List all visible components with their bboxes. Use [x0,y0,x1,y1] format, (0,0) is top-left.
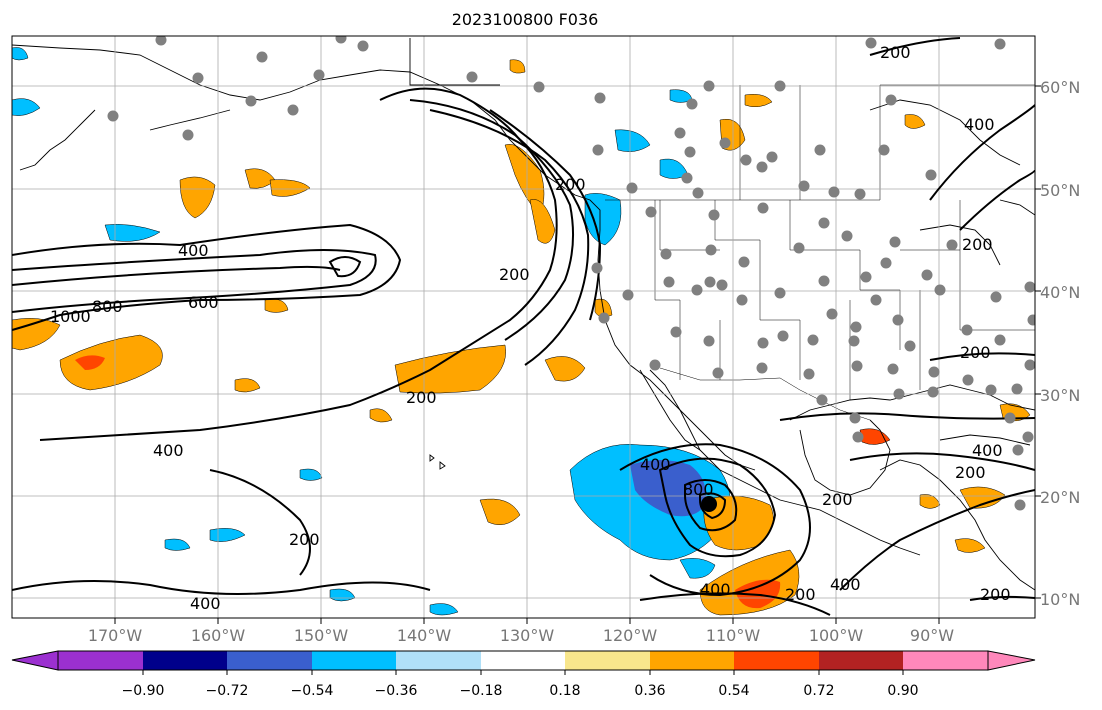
lon-label: 130°W [500,626,555,645]
colorbar-segment [396,651,481,670]
svg-text:200: 200 [960,343,991,362]
colorbar-label: −0.90 [122,683,165,699]
svg-text:200: 200 [955,463,986,482]
colorbar-segment [734,651,819,670]
svg-text:200: 200 [785,585,816,604]
lat-label: 60°N [1040,78,1080,97]
colorbar-segment [819,651,903,670]
svg-text:200: 200 [499,265,530,284]
map-border [11,35,1036,619]
contour-labels: 400 600 800 1000 200 400 200 400 200 200… [50,43,1011,613]
svg-text:800: 800 [683,480,714,499]
svg-text:400: 400 [153,441,184,460]
graticule [12,36,1035,618]
lat-label: 50°N [1040,181,1080,200]
colorbar-label: 0.36 [634,683,665,699]
svg-text:400: 400 [178,241,209,260]
colorbar-segment [227,651,312,670]
svg-text:400: 400 [830,575,861,594]
colorbar-label: 0.90 [887,683,918,699]
colorbar-min-extend [11,650,59,671]
map-title: 2023100800 F036 [451,10,599,29]
svg-text:200: 200 [289,530,320,549]
lon-label: 120°W [603,626,658,645]
svg-text:200: 200 [555,175,586,194]
colorbar-segment [903,651,988,670]
svg-text:400: 400 [190,594,221,613]
colorbar-label: 0.18 [549,683,580,699]
svg-text:600: 600 [188,293,219,312]
svg-text:800: 800 [92,297,123,316]
colorbar-label: −0.18 [460,683,503,699]
negative-region-strong [630,460,706,517]
colorbar-label: −0.36 [375,683,418,699]
colorbar-segment [312,651,396,670]
latitude-axis: 60°N 50°N 40°N 30°N 20°N 10°N [1035,78,1080,609]
longitude-axis: 170°W 160°W 150°W 140°W 130°W 120°W 110°… [88,618,954,645]
svg-text:400: 400 [964,115,995,134]
lon-label: 160°W [191,626,246,645]
lat-label: 10°N [1040,590,1080,609]
lon-label: 100°W [809,626,864,645]
colorbar-border [57,650,989,671]
colorbar-max-extend [987,650,1036,671]
svg-text:400: 400 [640,455,671,474]
storm-center [701,496,717,512]
lat-label: 30°N [1040,386,1080,405]
borders [605,84,1035,421]
colorbar: −0.90 −0.72 −0.54 −0.36 −0.18 0.18 0.36 … [11,650,1036,699]
lon-label: 110°W [706,626,761,645]
colorbar-segment [58,651,143,670]
colorbar-label: 0.72 [803,683,834,699]
colorbar-segment [481,651,565,670]
svg-text:1000: 1000 [50,307,91,326]
lat-label: 40°N [1040,283,1080,302]
lon-label: 150°W [294,626,349,645]
colorbar-segment [565,651,650,670]
svg-text:200: 200 [962,235,993,254]
svg-text:400: 400 [972,441,1003,460]
svg-text:400: 400 [700,580,731,599]
svg-text:200: 200 [980,585,1011,604]
lon-label: 140°W [397,626,452,645]
colorbar-segment [143,651,227,670]
contours [12,37,1035,616]
lon-label: 90°W [910,626,954,645]
shading-layer [12,47,1031,616]
svg-text:200: 200 [406,388,437,407]
colorbar-label: −0.54 [291,683,334,699]
colorbar-segment [650,651,734,670]
colorbar-label: −0.72 [206,683,249,699]
station-markers [107,36,1035,511]
svg-text:200: 200 [880,43,911,62]
lat-label: 20°N [1040,488,1080,507]
lon-label: 170°W [88,626,143,645]
colorbar-label: 0.54 [718,683,749,699]
svg-text:200: 200 [822,490,853,509]
